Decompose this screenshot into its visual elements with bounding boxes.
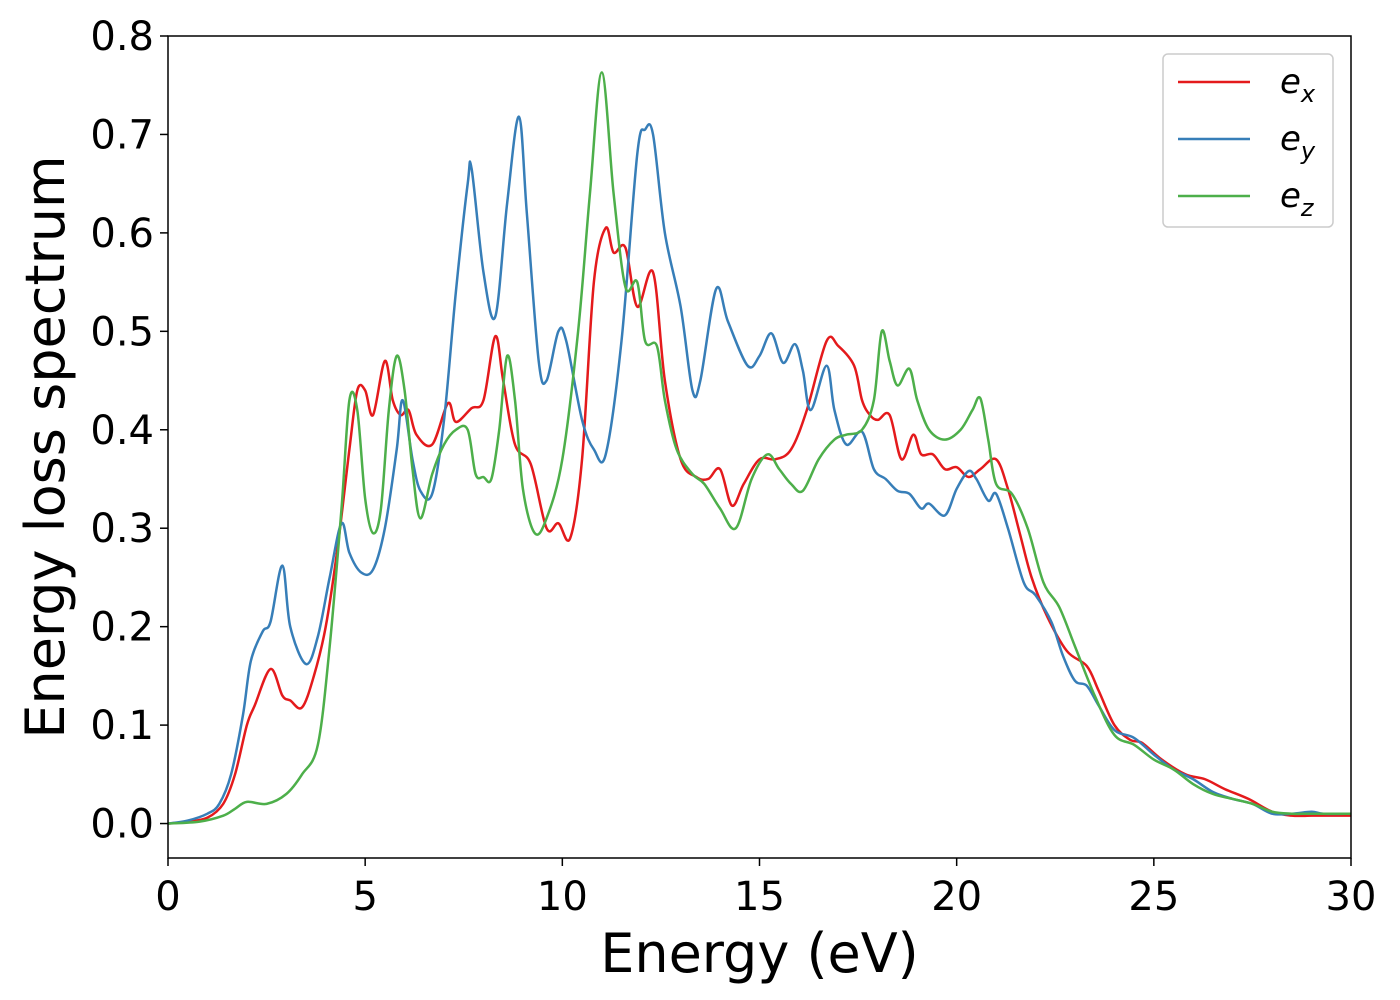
- legend-label-y: ey: [1280, 119, 1316, 165]
- y-tick-label: 0.6: [90, 211, 154, 257]
- x-tick-label: 30: [1326, 874, 1377, 920]
- legend-label-z: ez: [1280, 176, 1315, 222]
- x-tick-label: 5: [352, 874, 377, 920]
- y-axis-title: Energy loss spectrum: [14, 155, 77, 738]
- series-layer: [168, 71, 1351, 825]
- legend-label-base: e: [1280, 62, 1301, 102]
- y-tick-label: 0.5: [90, 309, 154, 355]
- x-tick-label: 25: [1128, 874, 1179, 920]
- y-tick-label: 0.0: [90, 802, 154, 848]
- series-line-x: [168, 226, 1351, 825]
- y-tick-label: 0.3: [90, 506, 154, 552]
- x-tick-label: 0: [155, 874, 180, 920]
- legend-label-x: ex: [1280, 62, 1316, 108]
- x-axis-ticks: 0 5 10 15 20 25 30: [155, 858, 1376, 920]
- y-tick-label: 0.4: [90, 408, 154, 454]
- y-tick-label: 0.1: [90, 703, 154, 749]
- legend-label-subscript: z: [1300, 194, 1315, 222]
- legend-label-subscript: y: [1300, 137, 1316, 165]
- y-tick-label: 0.7: [90, 112, 154, 158]
- series-line-z: [168, 71, 1351, 825]
- x-tick-label: 10: [537, 874, 588, 920]
- y-tick-label: 0.2: [90, 605, 154, 651]
- legend-label-subscript: x: [1300, 80, 1316, 108]
- x-tick-label: 20: [931, 874, 982, 920]
- legend-label-base: e: [1280, 119, 1301, 159]
- x-tick-label: 15: [734, 874, 785, 920]
- series-line-y: [168, 115, 1351, 825]
- y-tick-label: 0.8: [90, 14, 154, 60]
- x-axis-title: Energy (eV): [600, 922, 919, 985]
- legend-box: [1162, 53, 1334, 228]
- legend-label-base: e: [1280, 176, 1301, 216]
- y-axis-ticks: 0.0 0.1 0.2 0.3 0.4 0.5 0.6 0.7 0.8: [90, 14, 168, 848]
- series-lines: [168, 71, 1351, 825]
